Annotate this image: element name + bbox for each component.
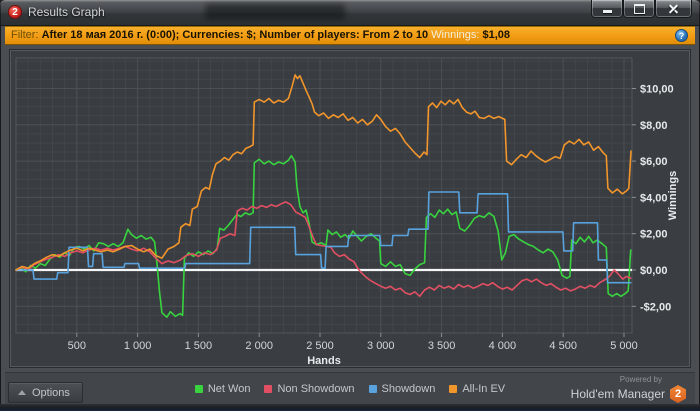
svg-text:2 500: 2 500	[306, 340, 334, 352]
svg-text:-$2,00: -$2,00	[640, 301, 671, 313]
powered-by-label: Powered by	[619, 375, 662, 384]
legend-item-showdown[interactable]: Showdown	[368, 383, 436, 395]
legend-item-net-won[interactable]: Net Won	[194, 383, 251, 395]
chevron-up-icon	[18, 390, 26, 395]
winnings-label: Winnings:	[431, 29, 483, 41]
filter-bar: Filter: After 18 мая 2016 г. (0:00); Cur…	[5, 26, 695, 45]
svg-text:4 500: 4 500	[549, 340, 577, 352]
legend-label: Showdown	[381, 383, 436, 395]
svg-text:Winnings: Winnings	[667, 171, 679, 220]
minimize-icon	[602, 10, 612, 13]
powered-by-block: Powered by Hold'em Manager 2	[571, 375, 686, 403]
maximize-icon	[633, 3, 645, 14]
titlebar[interactable]: 2 Results Graph	[0, 0, 700, 26]
maximize-button[interactable]	[623, 0, 655, 18]
window-frame-bottom	[0, 404, 700, 411]
legend-item-all-in-ev[interactable]: All-In EV	[449, 383, 505, 395]
svg-text:3 000: 3 000	[367, 340, 395, 352]
options-button-label: Options	[32, 386, 70, 399]
legend-label: Non Showdown	[277, 383, 355, 395]
bottom-bar: Options Net Won Non Showdown Showdown All-I…	[5, 372, 695, 404]
window-title: Results Graph	[28, 5, 105, 19]
minimize-button[interactable]	[591, 0, 623, 18]
svg-text:$4,00: $4,00	[640, 192, 668, 204]
window-controls	[591, 0, 692, 18]
svg-text:$10,00: $10,00	[640, 84, 674, 96]
brand-name: Hold'em Manager	[570, 387, 665, 401]
svg-text:$2,00: $2,00	[640, 229, 668, 241]
legend-swatch-icon	[368, 385, 377, 393]
chart-panel: $10,00 $8,00 $6,00 $4,00 $2,00 $0,00 -$2,00 500…	[9, 49, 691, 368]
svg-text:$6,00: $6,00	[640, 156, 668, 168]
legend-swatch-icon	[449, 385, 458, 393]
legend-label: Net Won	[207, 383, 251, 395]
svg-text:$0,00: $0,00	[640, 265, 668, 277]
svg-text:4 000: 4 000	[489, 340, 517, 352]
hm2-app-icon: 2	[8, 5, 22, 19]
hm2-logo-icon: 2	[670, 385, 686, 403]
legend-swatch-icon	[194, 385, 203, 393]
svg-text:1 500: 1 500	[185, 340, 213, 352]
svg-text:3 500: 3 500	[428, 340, 456, 352]
main-area: $10,00 $8,00 $6,00 $4,00 $2,00 $0,00 -$2,00 500…	[5, 45, 695, 372]
close-icon	[668, 3, 679, 14]
results-chart: $10,00 $8,00 $6,00 $4,00 $2,00 $0,00 -$2,00 500…	[15, 57, 679, 367]
svg-text:500: 500	[68, 340, 86, 352]
options-button[interactable]: Options	[8, 382, 83, 403]
legend-swatch-icon	[264, 385, 273, 393]
winnings-value: $1,08	[482, 29, 511, 41]
legend-label: All-In EV	[462, 383, 506, 395]
filter-label: Filter:	[11, 29, 42, 41]
legend-item-non-showdown[interactable]: Non Showdown	[264, 383, 355, 395]
svg-text:Hands: Hands	[307, 355, 341, 367]
close-button[interactable]	[655, 0, 692, 18]
svg-text:$8,00: $8,00	[640, 120, 668, 132]
help-icon[interactable]: ?	[675, 29, 688, 42]
svg-text:5 000: 5 000	[610, 340, 638, 352]
legend: Net Won Non Showdown Showdown All-In EV	[5, 373, 695, 405]
filter-criteria: After 18 мая 2016 г. (0:00); Currencies:…	[41, 29, 432, 41]
redacted-blur	[205, 4, 345, 20]
svg-text:2 000: 2 000	[245, 340, 273, 352]
svg-text:1 000: 1 000	[124, 340, 152, 352]
